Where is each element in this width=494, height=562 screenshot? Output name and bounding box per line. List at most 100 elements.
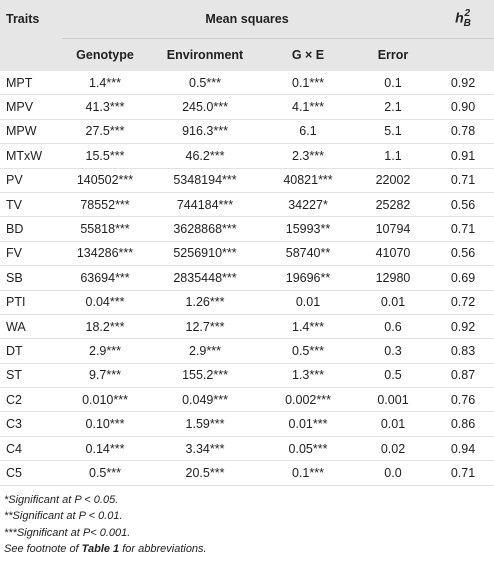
value-cell: 0.5*** [262,338,354,364]
trait-cell: MPV [0,94,62,120]
value-cell: 1.4*** [62,71,148,96]
table-row: MPV 41.3*** 245.0*** 4.1*** 2.1 0.90 [0,94,494,120]
value-cell: 0.1*** [262,460,354,486]
value-cell: 27.5*** [62,119,148,145]
value-cell: 0.001 [354,387,432,413]
value-cell: 3.34*** [148,436,262,462]
value-cell: 12.7*** [148,314,262,340]
value-cell: 1.59*** [148,411,262,437]
value-cell: 0.6 [354,314,432,340]
value-cell: 0.94 [432,436,494,462]
value-cell: 0.3 [354,338,432,364]
trait-cell: DT [0,338,62,364]
value-cell: 0.049*** [148,387,262,413]
value-cell: 63694*** [62,265,148,291]
value-cell: 2.1 [354,94,432,120]
table-row: DT 2.9*** 2.9*** 0.5*** 0.3 0.83 [0,338,494,364]
trait-cell: TV [0,192,62,218]
value-cell: 0.76 [432,387,494,413]
value-cell: 41.3*** [62,94,148,120]
value-cell: 46.2*** [148,143,262,169]
value-cell: 0.71 [432,216,494,242]
trait-cell: C5 [0,460,62,486]
value-cell: 41070 [354,241,432,267]
footnotes: *Significant at P < 0.05. **Significant a… [0,486,494,562]
value-cell: 0.01 [262,290,354,315]
table-row: C2 0.010*** 0.049*** 0.002*** 0.001 0.76 [0,387,494,413]
table-row: PV 140502*** 5348194*** 40821*** 22002 0.71 [0,168,494,193]
value-cell: 3628868*** [148,216,262,242]
value-cell: 34227* [262,192,354,218]
value-cell: 0.01*** [262,411,354,437]
value-cell: 9.7*** [62,363,148,389]
value-cell: 1.3*** [262,363,354,389]
value-cell: 0.5*** [148,71,262,96]
h-sup: 2 [464,8,471,19]
value-cell: 0.69 [432,265,494,291]
value-cell: 0.71 [432,168,494,193]
value-cell: 0.01 [354,411,432,437]
footnote: See footnote of Table 1 for abbreviation… [4,541,490,558]
value-cell: 0.78 [432,119,494,145]
trait-cell: FV [0,241,62,267]
value-cell: 0.0 [354,460,432,486]
value-cell: 25282 [354,192,432,218]
value-cell: 916.3*** [148,119,262,145]
trait-cell: ST [0,363,62,389]
table-row: WA 18.2*** 12.7*** 1.4*** 0.6 0.92 [0,314,494,340]
table-row: C4 0.14*** 3.34*** 0.05*** 0.02 0.94 [0,436,494,462]
table-row: C3 0.10*** 1.59*** 0.01*** 0.01 0.86 [0,411,494,437]
value-cell: 15993** [262,216,354,242]
value-cell: 0.04*** [62,290,148,315]
footnote-ref: Table 1 [81,543,120,556]
value-cell: 2.3*** [262,143,354,169]
value-cell: 0.1 [354,71,432,96]
value-cell: 134286*** [62,241,148,267]
trait-cell: PV [0,168,62,193]
value-cell: 2835448*** [148,265,262,291]
table-row: SB 63694*** 2835448*** 19696** 12980 0.69 [0,265,494,291]
value-cell: 1.4*** [262,314,354,340]
value-cell: 5348194*** [148,168,262,193]
table-row: ST 9.7*** 155.2*** 1.3*** 0.5 0.87 [0,363,494,389]
value-cell: 155.2*** [148,363,262,389]
value-cell: 0.5*** [62,460,148,486]
value-cell: 0.56 [432,192,494,218]
value-cell: 0.5 [354,363,432,389]
trait-cell: SB [0,265,62,291]
value-cell: 15.5*** [62,143,148,169]
value-cell: 40821*** [262,168,354,193]
table-row: PTI 0.04*** 1.26*** 0.01 0.01 0.72 [0,290,494,315]
value-cell: 0.72 [432,290,494,315]
group-header: Mean squares [62,0,432,39]
trait-cell: MPW [0,119,62,145]
table-row: MTxW 15.5*** 46.2*** 2.3*** 1.1 0.91 [0,143,494,169]
value-cell: 58740** [262,241,354,267]
column-header: Error [354,38,432,71]
h-symbol: h [455,9,464,26]
value-cell: 0.71 [432,460,494,486]
footnote-text: See footnote of [4,543,82,556]
footnote: ***Significant at P< 0.001. [4,526,131,539]
trait-cell: C3 [0,411,62,437]
table-row: MPW 27.5*** 916.3*** 6.1 5.1 0.78 [0,119,494,145]
trait-cell: MPT [0,71,62,96]
table-row: BD 55818*** 3628868*** 15993** 10794 0.71 [0,216,494,242]
value-cell: 0.002*** [262,387,354,413]
value-cell: 0.91 [432,143,494,169]
value-cell: 5.1 [354,119,432,145]
value-cell: 0.02 [354,436,432,462]
value-cell: 0.01 [354,290,432,315]
value-cell: 5256910*** [148,241,262,267]
table-body: MPT 1.4*** 0.5*** 0.1*** 0.1 0.92 MPV 41.3*** 24… [0,71,494,486]
value-cell: 10794 [354,216,432,242]
value-cell: 1.1 [354,143,432,169]
value-cell: 0.87 [432,363,494,389]
value-cell: 18.2*** [62,314,148,340]
traits-header: Traits [0,0,62,39]
value-cell: 0.90 [432,94,494,120]
footnote: *Significant at P < 0.05. [4,493,119,506]
